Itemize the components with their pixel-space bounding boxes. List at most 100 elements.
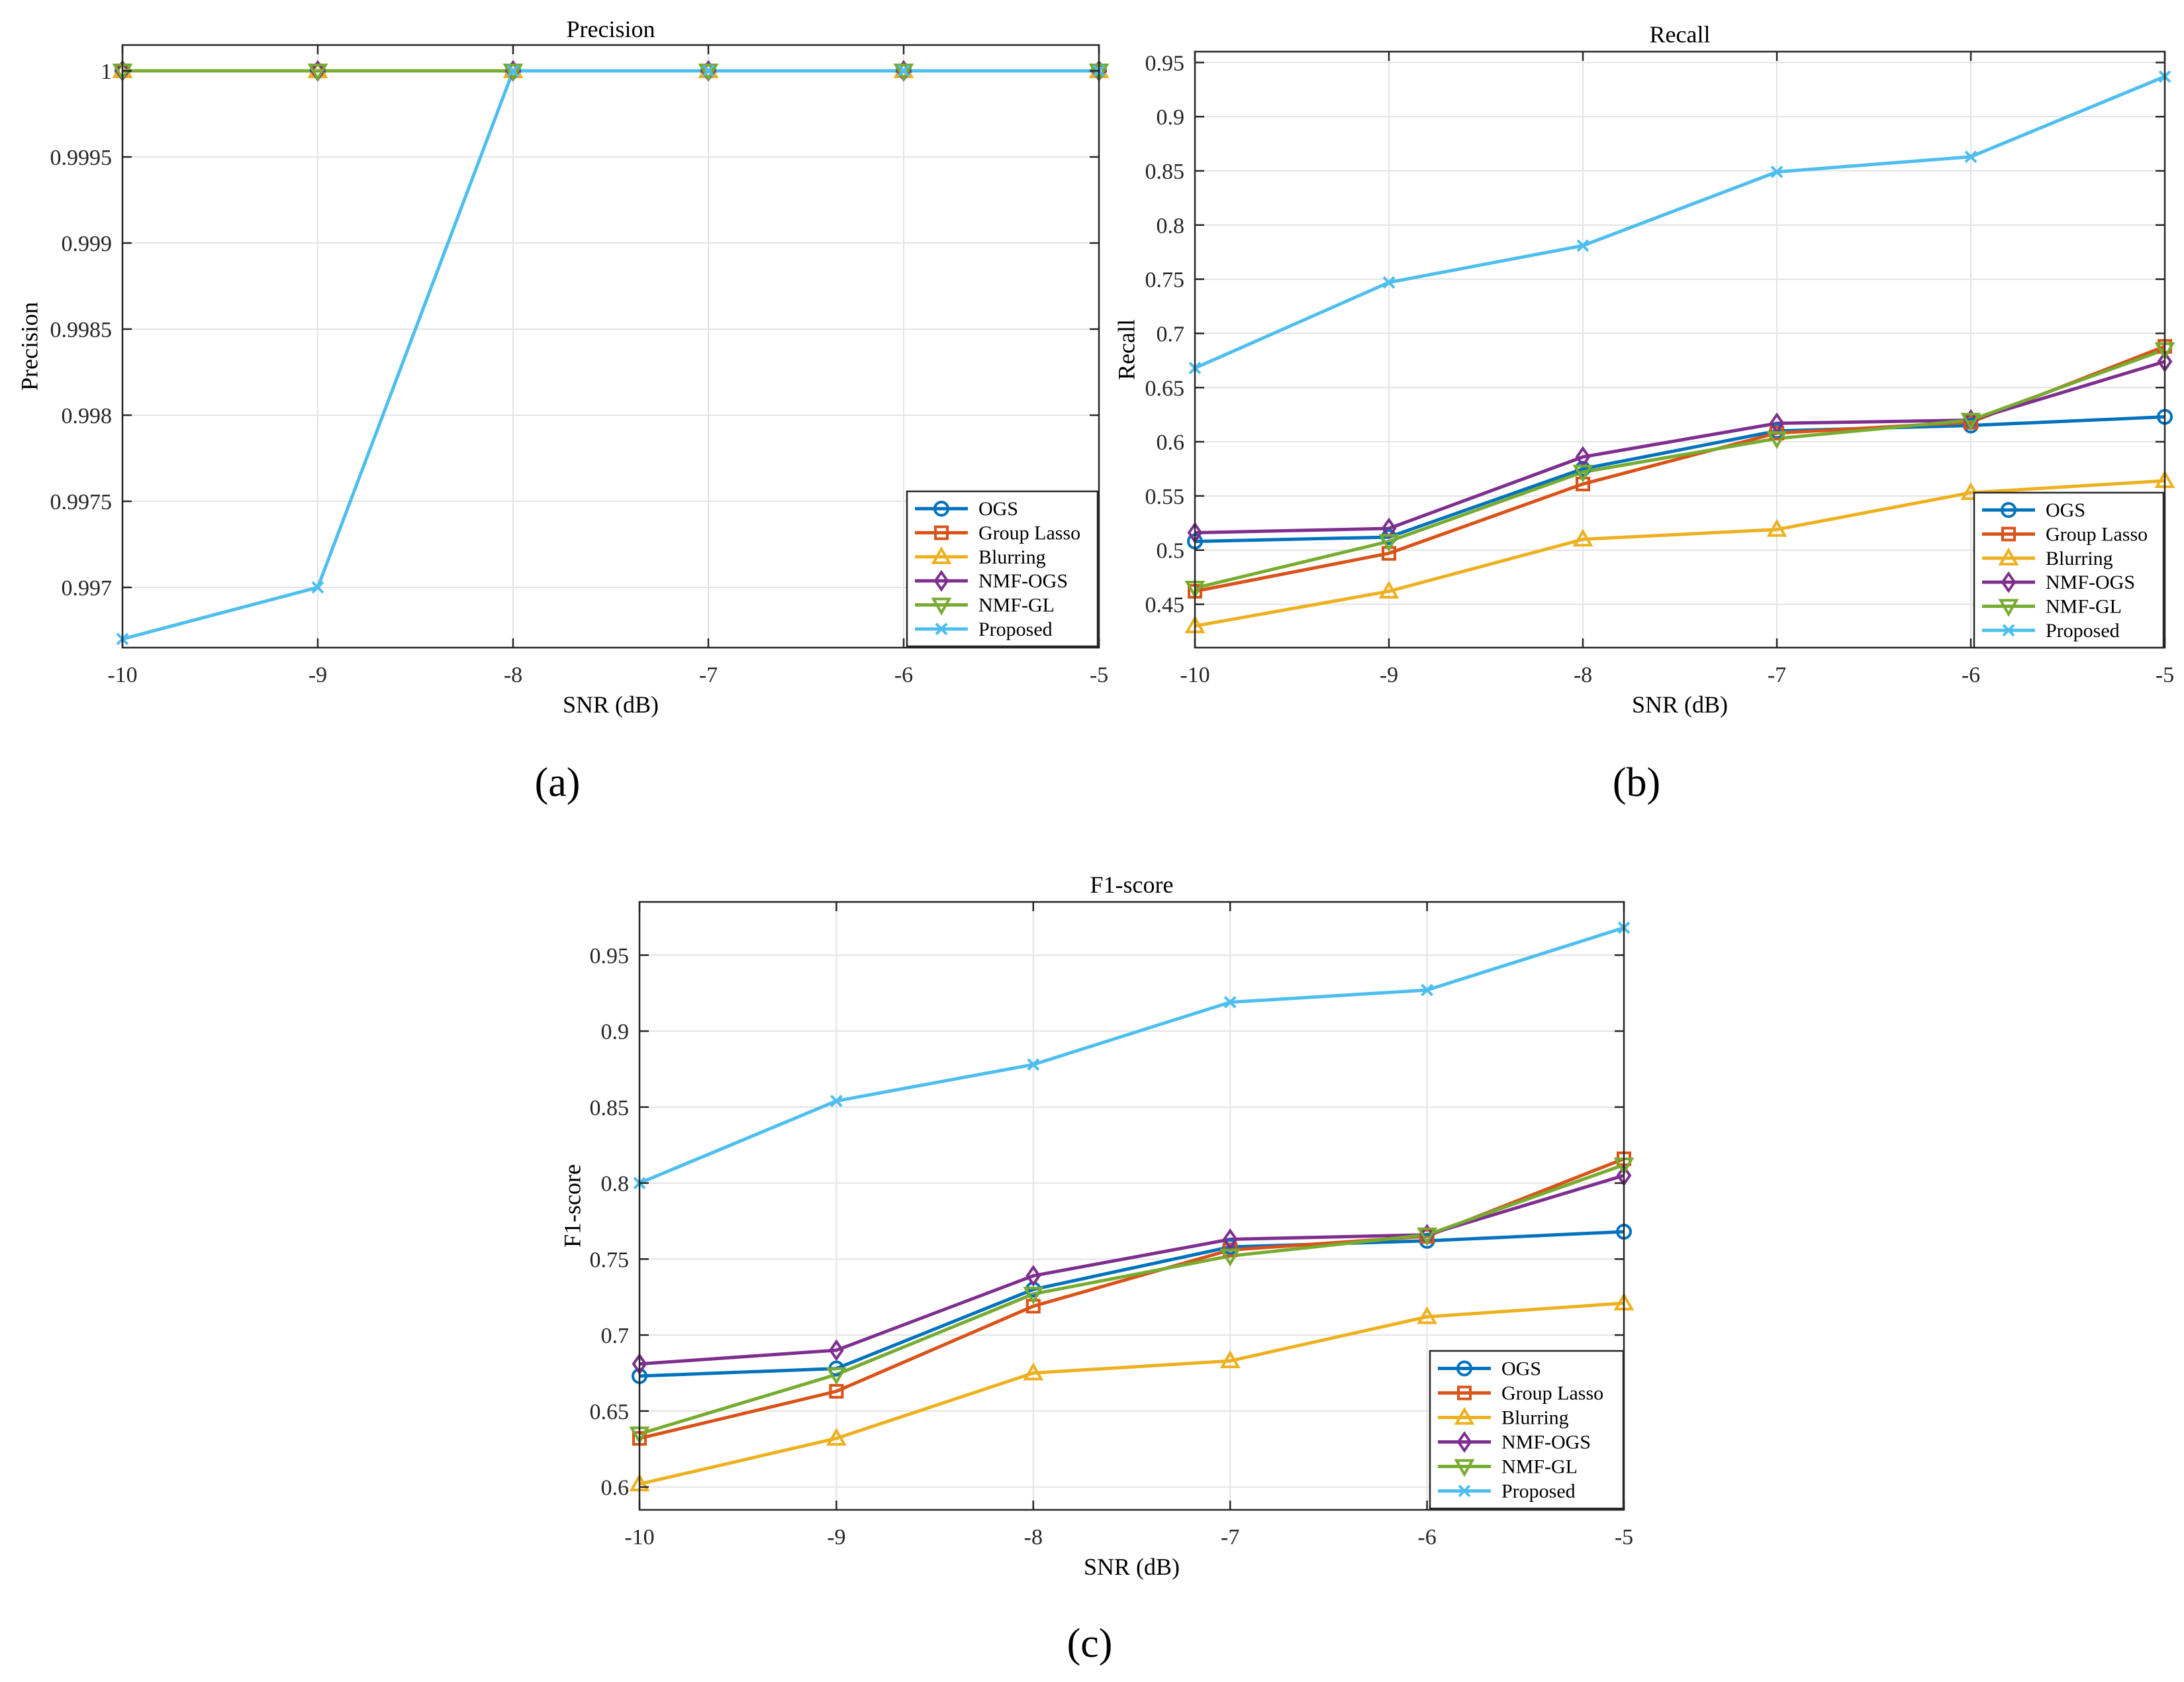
legend-marker <box>2002 624 2015 637</box>
y-tick-label: 0.85 <box>590 1096 630 1120</box>
chart-panel-3: -10 -9 -8 -7 -6 -5 0.6 0.65 0.7 0.75 0.8 0.85 0.9 0.9… <box>559 871 1635 1666</box>
legend-label: Blurring <box>978 546 1046 568</box>
legend-item: NMF-GL <box>1982 596 2122 618</box>
y-tick-label: 0.6 <box>601 1476 630 1501</box>
chart-title: F1-score <box>1090 871 1174 898</box>
data-point-proposed <box>702 64 715 77</box>
legend-box <box>1429 1350 1625 1510</box>
data-point-proposed <box>1770 166 1783 179</box>
chart-title: Recall <box>1650 21 1711 48</box>
data-point-blurring <box>1219 1350 1241 1369</box>
legend-label: NMF-GL <box>2046 596 2122 618</box>
y-axis-label: Precision <box>16 302 42 391</box>
legend-marker <box>1457 1385 1472 1401</box>
x-axis-label: SNR (dB) <box>1632 691 1728 718</box>
legend-label: Blurring <box>2046 548 2113 569</box>
legend-label: OGS <box>2046 499 2085 521</box>
chart-title: Precision <box>567 16 655 42</box>
data-point-nmf-gl <box>826 1367 847 1385</box>
legend-marker <box>1456 1430 1472 1454</box>
x-tick-label: -7 <box>1221 1525 1239 1550</box>
y-tick-label: 0.45 <box>1145 593 1185 618</box>
x-tick-label: -10 <box>624 1525 654 1550</box>
data-point-blurring <box>1378 580 1400 599</box>
legend-marker <box>935 622 948 636</box>
legend-label: NMF-GL <box>978 595 1055 617</box>
y-tick-label: 0.85 <box>1145 160 1185 184</box>
data-point-nmf-ogs <box>1025 1265 1041 1287</box>
data-point-blurring <box>1572 528 1593 547</box>
legend-item: Group Lasso <box>1438 1383 1603 1405</box>
series-line-blurring <box>639 1301 1625 1486</box>
legend-item: Proposed <box>1982 620 2120 642</box>
legend-item: NMF-OGS <box>1982 571 2135 593</box>
data-point-nmf-gl <box>1417 1227 1438 1246</box>
x-tick-label: -10 <box>1180 663 1210 687</box>
legend-label: NMF-GL <box>1501 1456 1578 1478</box>
data-point-group-lasso <box>829 1383 844 1399</box>
x-tick-label: -5 <box>1615 1525 1633 1550</box>
data-point-nmf-gl <box>1960 413 1981 431</box>
chart-panel-1: -10 -9 -8 -7 -6 -5 0.997 0.9975 0.998 0.9985 0.999… <box>16 16 1110 805</box>
data-point-nmf-gl <box>893 64 914 82</box>
data-point-nmf-ogs <box>1222 1228 1238 1251</box>
legend-label: Proposed <box>2046 620 2120 642</box>
data-point-blurring <box>1960 481 1981 500</box>
y-tick-label: 0.55 <box>1145 485 1185 509</box>
y-tick-label: 0.9 <box>601 1020 630 1044</box>
data-point-nmf-ogs <box>828 1339 844 1361</box>
panel-label: (b) <box>1613 760 1660 805</box>
legend-label: Blurring <box>1501 1407 1569 1429</box>
x-tick-label: -6 <box>894 663 913 687</box>
data-point-proposed <box>311 581 324 594</box>
data-point-blurring <box>1417 1306 1438 1324</box>
series-line-proposed <box>1194 75 2165 370</box>
data-point-nmf-gl <box>1378 534 1400 552</box>
legend-item: Blurring <box>915 546 1046 568</box>
legend-item: OGS <box>915 498 1018 520</box>
data-point-nmf-gl <box>502 64 524 82</box>
legend-label: Group Lasso <box>1501 1383 1603 1405</box>
data-point-proposed <box>506 64 520 77</box>
x-tick-label: -7 <box>1768 663 1786 687</box>
x-tick-label: -8 <box>1024 1525 1043 1550</box>
legend-marker <box>931 546 952 564</box>
data-point-nmf-gl <box>1023 1287 1044 1305</box>
data-point-blurring <box>1766 519 1787 537</box>
y-tick-label: 0.65 <box>1145 376 1185 401</box>
y-tick-label: 0.8 <box>1157 214 1185 238</box>
data-point-proposed <box>1576 239 1590 252</box>
legend-item: Group Lasso <box>1982 524 2148 546</box>
legend-item: Proposed <box>1438 1481 1576 1503</box>
x-tick-label: -8 <box>504 663 522 687</box>
legend-label: Group Lasso <box>2046 524 2148 546</box>
y-tick-label: 1 <box>101 60 112 84</box>
y-tick-label: 0.7 <box>1157 322 1185 346</box>
legend-item: Proposed <box>915 618 1053 640</box>
axes-box <box>121 44 1100 649</box>
y-tick-label: 0.75 <box>590 1248 630 1272</box>
legend-marker <box>1998 547 2019 566</box>
y-tick-label: 0.95 <box>590 944 630 968</box>
panel-label: (c) <box>1067 1621 1113 1666</box>
legend-label: OGS <box>1501 1358 1541 1380</box>
data-point-proposed <box>830 1095 843 1108</box>
x-axis-label: SNR (dB) <box>563 691 659 718</box>
y-tick-label: 0.999 <box>62 232 113 256</box>
series-line-nmf-ogs <box>639 1173 1625 1366</box>
x-axis-label: SNR (dB) <box>1084 1554 1180 1580</box>
data-point-proposed <box>1223 996 1237 1009</box>
data-point-proposed <box>1382 276 1396 289</box>
data-point-blurring <box>826 1428 847 1446</box>
legend-label: NMF-OGS <box>2046 571 2135 593</box>
legend-item: OGS <box>1982 499 2085 521</box>
series-line-proposed <box>639 926 1625 1185</box>
chart-panel-2: -10 -9 -8 -7 -6 -5 0.45 0.5 0.55 0.6 0.65 0.7 0.75 0.… <box>1113 21 2175 805</box>
x-tick-label: -9 <box>309 663 327 687</box>
y-tick-label: 0.6 <box>1157 430 1185 455</box>
legend-marker <box>2001 526 2016 542</box>
data-point-nmf-gl <box>1219 1248 1241 1267</box>
legend-item: OGS <box>1438 1358 1541 1380</box>
